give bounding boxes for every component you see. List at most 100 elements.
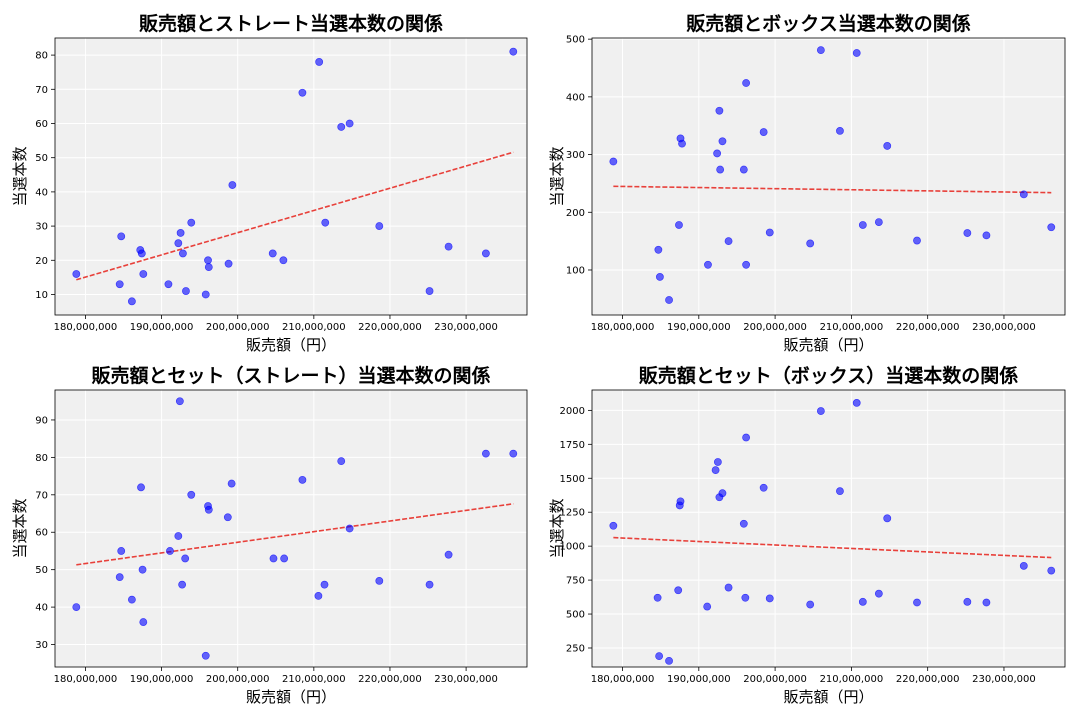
data-point <box>444 550 453 559</box>
data-point <box>174 532 183 540</box>
y-tick-label: 300 <box>566 150 585 161</box>
data-point <box>178 580 187 589</box>
trend-line <box>613 536 1052 559</box>
data-point <box>269 554 278 563</box>
data-point <box>806 239 815 248</box>
data-point <box>739 165 748 174</box>
data-point <box>139 618 148 626</box>
data-point <box>665 296 673 304</box>
data-point <box>1019 561 1028 570</box>
y-tick-label: 100 <box>566 265 585 276</box>
x-tick-label: 190,000,000 <box>667 322 731 333</box>
x-tick-label: 220,000,000 <box>896 674 960 685</box>
data-point <box>609 157 618 166</box>
y-tick-label: 70 <box>35 490 48 501</box>
data-point <box>759 483 768 492</box>
y-tick-label: 750 <box>566 576 585 587</box>
y-tick-label: 40 <box>35 603 48 614</box>
chart-title: 販売額とストレート当選本数の関係 <box>139 12 443 35</box>
x-tick-label: 210,000,000 <box>282 674 346 685</box>
y-tick-label: 200 <box>566 208 585 219</box>
chart-3: 180,000,000 190,000,000 200,000,000 210,000… <box>11 364 528 706</box>
data-point <box>345 524 354 533</box>
data-point <box>509 47 518 56</box>
y-tick-label: 30 <box>35 222 48 233</box>
data-point <box>1047 223 1056 232</box>
data-point <box>816 407 825 415</box>
data-point <box>816 46 825 55</box>
chart-1: 180,000,000 190,000,000 200,000,000 210,000… <box>11 12 528 354</box>
data-point <box>676 497 685 506</box>
data-point <box>182 287 190 295</box>
data-point <box>115 280 124 289</box>
data-point <box>201 290 210 299</box>
data-point <box>175 397 184 406</box>
axes-frame <box>591 389 1066 668</box>
x-tick-label: 230,000,000 <box>972 322 1036 333</box>
data-point <box>127 595 136 604</box>
data-point <box>703 602 712 611</box>
data-point <box>337 457 346 466</box>
x-axis-label: 販売額（円） <box>783 688 873 706</box>
data-point <box>228 181 237 189</box>
data-point <box>874 218 883 226</box>
data-point <box>298 88 307 97</box>
data-point <box>718 489 727 498</box>
data-point <box>715 106 724 115</box>
data-point <box>716 165 725 174</box>
data-point <box>509 449 518 458</box>
y-axis-label: 当選本数 <box>11 146 29 206</box>
data-point <box>425 287 434 295</box>
x-axis-label: 販売額（円） <box>246 688 336 706</box>
data-point <box>674 586 683 595</box>
x-tick-label: 230,000,000 <box>434 674 498 685</box>
data-point <box>139 270 148 278</box>
trend-line <box>76 151 514 281</box>
y-tick-label: 80 <box>35 51 48 62</box>
x-tick-label: 190,000,000 <box>667 674 731 685</box>
data-point <box>654 245 663 254</box>
data-point <box>481 449 490 458</box>
data-point <box>963 229 972 237</box>
data-point <box>1019 190 1028 199</box>
data-point <box>806 600 815 609</box>
data-point <box>72 270 81 278</box>
data-point <box>852 398 861 407</box>
x-tick-label: 190,000,000 <box>130 674 194 685</box>
data-point <box>337 123 346 131</box>
data-point <box>204 505 213 514</box>
data-point <box>268 249 277 258</box>
x-tick-label: 230,000,000 <box>972 674 1036 685</box>
data-point <box>138 565 147 574</box>
data-point <box>665 656 673 665</box>
data-point <box>224 259 233 268</box>
data-point <box>874 589 883 598</box>
data-point <box>852 49 861 57</box>
y-tick-label: 60 <box>35 119 48 130</box>
data-point <box>280 554 289 563</box>
axes-frame <box>54 37 528 316</box>
data-point <box>718 137 727 146</box>
y-tick-label: 2000 <box>560 406 585 417</box>
data-point <box>127 297 136 306</box>
data-point <box>883 142 892 150</box>
data-point <box>653 593 662 602</box>
y-axis-label: 当選本数 <box>548 498 566 558</box>
chart-2: 180,000,000 190,000,000 200,000,000 210,000… <box>548 12 1066 354</box>
data-point <box>72 603 81 612</box>
y-tick-label: 1000 <box>560 542 585 553</box>
data-point <box>704 260 712 269</box>
x-tick-label: 180,000,000 <box>591 322 655 333</box>
plot-area <box>55 390 527 667</box>
data-point <box>204 256 212 265</box>
y-axis-label: 当選本数 <box>548 146 566 206</box>
data-point <box>742 433 751 442</box>
data-point <box>742 79 751 87</box>
data-point <box>375 577 384 585</box>
data-point <box>444 242 453 251</box>
x-tick-label: 210,000,000 <box>820 322 884 333</box>
y-tick-label: 10 <box>35 290 48 301</box>
data-point <box>314 591 323 600</box>
y-tick-label: 400 <box>566 92 585 103</box>
